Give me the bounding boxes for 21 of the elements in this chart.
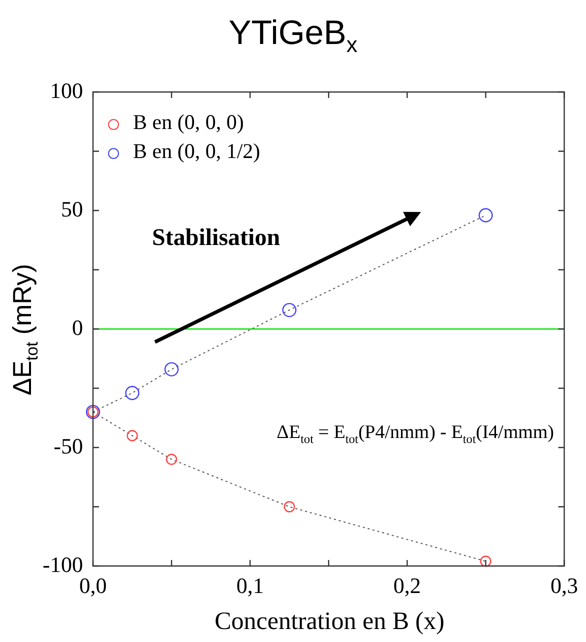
y-tick-label: 50 <box>61 196 83 222</box>
point <box>126 430 138 442</box>
y-tick-label: -50 <box>54 433 83 458</box>
point <box>282 302 296 318</box>
point <box>164 362 179 376</box>
x-tick-label: 0,3 <box>550 572 578 598</box>
x-tick-label: 0,1 <box>236 572 264 598</box>
chart-title: YTiGeB$_{x}$ <box>228 14 358 58</box>
annotation: ΔE$_{tot}$ = E$_{tot}$(P4/nmm) - E$_{tot}$(I4/mmm) <box>276 422 554 447</box>
y-tick-label: 100 <box>50 78 83 103</box>
x-axis-title: Concentration en B (x) <box>214 608 446 636</box>
point <box>480 556 492 567</box>
point <box>284 501 295 512</box>
annotation: Stabilisation <box>152 225 280 252</box>
legend-label: B en (0, 0, 0) <box>133 110 244 134</box>
point <box>125 386 140 400</box>
point <box>478 208 493 222</box>
x-tick-label: 0,2 <box>393 572 421 598</box>
legend-label: B en (0, 0, 1/2) <box>133 139 260 163</box>
y-tick-label: 0 <box>72 314 83 340</box>
point <box>166 454 178 465</box>
